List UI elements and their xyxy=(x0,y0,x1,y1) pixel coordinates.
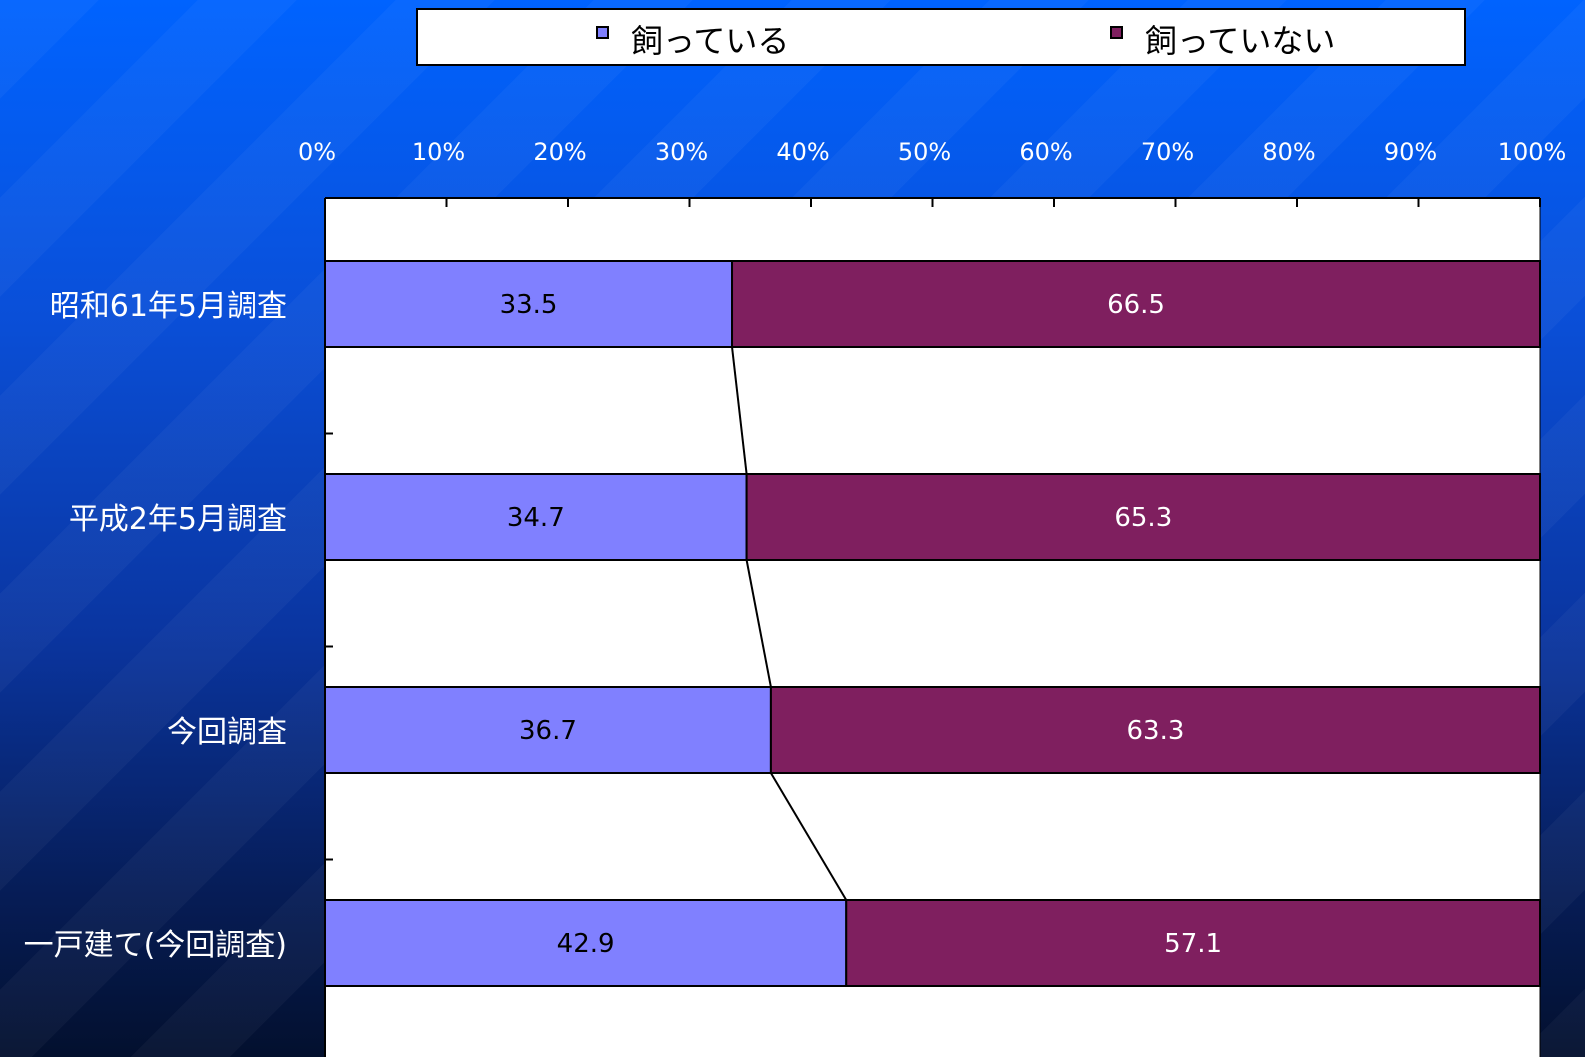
legend-swatch-owning xyxy=(596,25,609,39)
data-label-not-owning: 66.5 xyxy=(1107,290,1165,320)
x-tick-label: 20% xyxy=(533,138,586,166)
data-label-not-owning: 63.3 xyxy=(1127,716,1185,746)
series-line xyxy=(770,772,848,901)
bar-owning xyxy=(324,473,748,561)
legend-swatch-not-owning xyxy=(1110,25,1123,39)
legend-label-not-owning: 飼っていない xyxy=(1145,22,1336,60)
legend-item-not-owning: 飼っていない xyxy=(1110,16,1335,62)
data-label-owning: 42.9 xyxy=(557,929,615,959)
x-tick-label: 80% xyxy=(1262,138,1315,166)
data-label-owning: 34.7 xyxy=(507,503,565,533)
x-tick-label: 30% xyxy=(655,138,708,166)
y-category-label: 一戸建て(今回調査) xyxy=(24,928,287,963)
legend-label-owning: 飼っている xyxy=(631,22,790,60)
bar-not-owning xyxy=(769,686,1541,774)
x-tick-label: 90% xyxy=(1384,138,1437,166)
bar-not-owning xyxy=(845,899,1541,987)
bar-owning xyxy=(324,899,848,987)
y-category-label: 平成2年5月調査 xyxy=(69,502,287,537)
x-tick-label: 10% xyxy=(412,138,465,166)
bar-owning xyxy=(324,260,734,348)
series-line xyxy=(745,559,772,688)
y-category-label: 今回調査 xyxy=(167,715,287,750)
data-label-owning: 36.7 xyxy=(519,716,577,746)
legend-item-owning: 飼っている xyxy=(596,16,789,62)
data-label-not-owning: 65.3 xyxy=(1114,503,1172,533)
chart-legend: 飼っている 飼っていない xyxy=(416,8,1466,66)
x-tick-label: 40% xyxy=(776,138,829,166)
data-label-not-owning: 57.1 xyxy=(1164,929,1222,959)
bar-not-owning xyxy=(745,473,1541,561)
data-label-owning: 33.5 xyxy=(500,290,558,320)
x-tick-label: 100% xyxy=(1498,138,1567,166)
bar-not-owning xyxy=(731,260,1541,348)
y-category-label: 昭和61年5月調査 xyxy=(50,289,287,324)
x-tick-label: 60% xyxy=(1019,138,1072,166)
series-line xyxy=(731,346,748,475)
x-tick-label: 50% xyxy=(898,138,951,166)
x-tick-label: 0% xyxy=(298,138,336,166)
x-tick-label: 70% xyxy=(1141,138,1194,166)
